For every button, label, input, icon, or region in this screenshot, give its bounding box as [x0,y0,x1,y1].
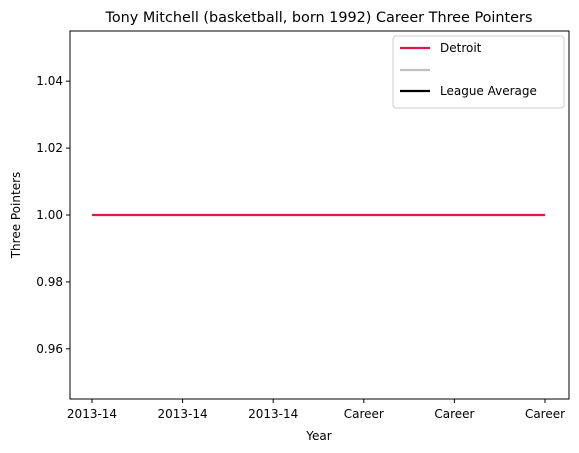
legend-label-league-average: League Average [440,84,537,98]
x-tick-label: Career [434,407,474,421]
chart-title: Tony Mitchell (basketball, born 1992) Ca… [105,10,533,26]
x-tick-label: Career [344,407,384,421]
x-tick-label: Career [525,407,565,421]
x-tick-label: 2013-14 [67,407,117,421]
x-tick-label: 2013-14 [158,407,208,421]
x-axis-label: Year [305,429,331,443]
legend-label-detroit: Detroit [440,41,482,55]
y-tick-label: 0.98 [36,275,63,289]
x-axis-ticks: 2013-14 2013-14 2013-14 Career Career Career [67,399,565,421]
y-axis-label: Three Pointers [9,172,23,260]
y-tick-label: 1.00 [36,208,63,222]
legend-box [392,35,565,109]
legend: Detroit League Average [392,35,565,109]
y-tick-label: 1.04 [36,74,63,88]
y-axis-ticks: 0.96 0.98 1.00 1.02 1.04 [36,74,70,356]
x-tick-label: 2013-14 [248,407,298,421]
y-tick-label: 1.02 [36,141,63,155]
y-tick-label: 0.96 [36,342,63,356]
